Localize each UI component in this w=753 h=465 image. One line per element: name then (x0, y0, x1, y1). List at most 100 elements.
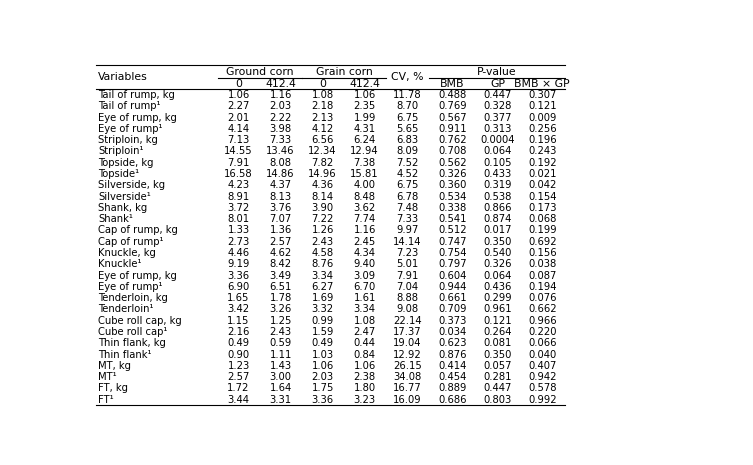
Text: 6.75: 6.75 (396, 180, 419, 190)
Text: 0.447: 0.447 (483, 90, 512, 100)
Text: 7.38: 7.38 (354, 158, 376, 168)
Text: Ground corn: Ground corn (226, 67, 294, 77)
Text: 0.414: 0.414 (438, 361, 467, 371)
Text: 1.08: 1.08 (312, 90, 334, 100)
Text: 7.23: 7.23 (396, 248, 419, 258)
Text: 1.99: 1.99 (353, 113, 376, 123)
Text: 7.52: 7.52 (396, 158, 419, 168)
Text: 9.08: 9.08 (396, 305, 418, 314)
Text: 34.08: 34.08 (393, 372, 422, 382)
Text: 7.33: 7.33 (396, 214, 418, 224)
Text: 0.328: 0.328 (483, 101, 512, 112)
Text: MT¹: MT¹ (98, 372, 117, 382)
Text: 1.78: 1.78 (270, 293, 291, 303)
Text: 0.488: 0.488 (438, 90, 467, 100)
Text: 0.966: 0.966 (528, 316, 556, 326)
Text: 4.31: 4.31 (354, 124, 376, 134)
Text: 8.09: 8.09 (396, 146, 418, 157)
Text: FT, kg: FT, kg (98, 383, 128, 393)
Text: Tenderloin, kg: Tenderloin, kg (98, 293, 168, 303)
Text: 0.769: 0.769 (438, 101, 467, 112)
Text: Silverside¹: Silverside¹ (98, 192, 151, 202)
Text: 1.43: 1.43 (270, 361, 291, 371)
Text: 0.99: 0.99 (312, 316, 334, 326)
Text: 7.48: 7.48 (396, 203, 418, 213)
Text: 412.4: 412.4 (265, 79, 296, 89)
Text: 1.25: 1.25 (270, 316, 291, 326)
Text: 0.708: 0.708 (438, 146, 467, 157)
Text: 3.26: 3.26 (270, 305, 291, 314)
Text: 2.27: 2.27 (227, 101, 250, 112)
Text: 0.064: 0.064 (483, 271, 512, 280)
Text: 0.447: 0.447 (483, 383, 512, 393)
Text: 8.13: 8.13 (270, 192, 291, 202)
Text: 1.65: 1.65 (227, 293, 250, 303)
Text: 0.373: 0.373 (438, 316, 467, 326)
Text: Striploin¹: Striploin¹ (98, 146, 144, 157)
Text: 1.36: 1.36 (270, 226, 291, 235)
Text: 0.377: 0.377 (483, 113, 512, 123)
Text: 14.14: 14.14 (393, 237, 422, 247)
Text: 6.24: 6.24 (353, 135, 376, 145)
Text: 6.78: 6.78 (396, 192, 419, 202)
Text: 3.23: 3.23 (354, 395, 376, 405)
Text: 2.43: 2.43 (270, 327, 291, 337)
Text: 1.16: 1.16 (270, 90, 291, 100)
Text: 0.512: 0.512 (438, 226, 467, 235)
Text: BMB × GP: BMB × GP (514, 79, 570, 89)
Text: 8.08: 8.08 (270, 158, 291, 168)
Text: 0.747: 0.747 (438, 237, 467, 247)
Text: CV, %: CV, % (391, 73, 423, 82)
Text: Striploin, kg: Striploin, kg (98, 135, 158, 145)
Text: Tail of rump, kg: Tail of rump, kg (98, 90, 175, 100)
Text: Shank¹: Shank¹ (98, 214, 133, 224)
Text: 6.51: 6.51 (270, 282, 291, 292)
Text: 7.22: 7.22 (312, 214, 334, 224)
Text: 0.662: 0.662 (528, 305, 556, 314)
Text: 0.541: 0.541 (438, 214, 467, 224)
Text: 0.876: 0.876 (438, 350, 467, 359)
Text: 8.14: 8.14 (312, 192, 334, 202)
Text: 3.98: 3.98 (270, 124, 291, 134)
Text: 0.087: 0.087 (528, 271, 556, 280)
Text: 0.797: 0.797 (438, 259, 467, 269)
Text: 0.076: 0.076 (528, 293, 556, 303)
Text: 3.90: 3.90 (312, 203, 334, 213)
Text: 0.942: 0.942 (528, 372, 556, 382)
Text: 9.19: 9.19 (227, 259, 250, 269)
Text: 26.15: 26.15 (393, 361, 422, 371)
Text: 2.18: 2.18 (312, 101, 334, 112)
Text: Topside, kg: Topside, kg (98, 158, 154, 168)
Text: 16.58: 16.58 (224, 169, 253, 179)
Text: 0.196: 0.196 (528, 135, 556, 145)
Text: 0.173: 0.173 (528, 203, 556, 213)
Text: 0.661: 0.661 (438, 293, 467, 303)
Text: 4.52: 4.52 (396, 169, 419, 179)
Text: 0.433: 0.433 (484, 169, 512, 179)
Text: 9.97: 9.97 (396, 226, 419, 235)
Text: 2.35: 2.35 (353, 101, 376, 112)
Text: 0.121: 0.121 (528, 101, 556, 112)
Text: 1.75: 1.75 (312, 383, 334, 393)
Text: Eye of rump, kg: Eye of rump, kg (98, 113, 177, 123)
Text: 16.09: 16.09 (393, 395, 422, 405)
Text: 3.09: 3.09 (354, 271, 376, 280)
Text: 8.91: 8.91 (227, 192, 250, 202)
Text: 0.064: 0.064 (483, 146, 512, 157)
Text: 1.16: 1.16 (353, 226, 376, 235)
Text: 0.038: 0.038 (528, 259, 556, 269)
Text: Thin flank¹: Thin flank¹ (98, 350, 151, 359)
Text: 4.00: 4.00 (354, 180, 376, 190)
Text: 1.80: 1.80 (354, 383, 376, 393)
Text: 2.57: 2.57 (227, 372, 250, 382)
Text: 0.59: 0.59 (270, 338, 291, 348)
Text: Cap of rump, kg: Cap of rump, kg (98, 226, 178, 235)
Text: 0.220: 0.220 (528, 327, 556, 337)
Text: 0.538: 0.538 (483, 192, 512, 202)
Text: 4.58: 4.58 (312, 248, 334, 258)
Text: 1.06: 1.06 (353, 361, 376, 371)
Text: 2.22: 2.22 (270, 113, 291, 123)
Text: 4.14: 4.14 (227, 124, 250, 134)
Text: 7.04: 7.04 (396, 282, 418, 292)
Text: 1.69: 1.69 (312, 293, 334, 303)
